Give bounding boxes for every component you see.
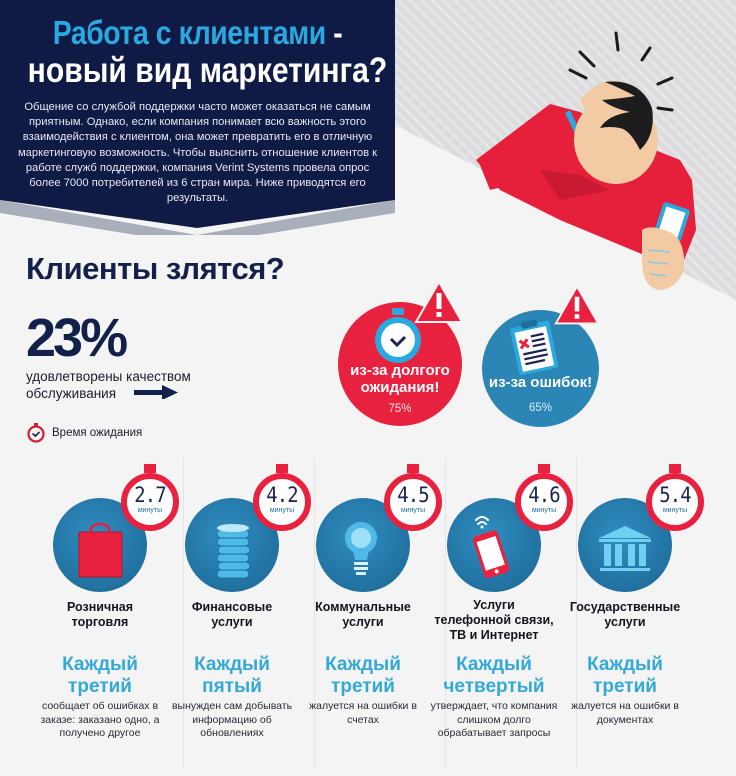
industry-name: Государственные услуги (569, 600, 681, 629)
arrow-right-icon (134, 385, 178, 399)
hero-description: Общение со службой поддержки часто может… (17, 101, 378, 205)
industry-stat-description: вынужден сам добывать информацию об обно… (171, 700, 293, 739)
industry-stat-description: сообщает об ошибках в заказе: заказано о… (40, 700, 160, 739)
industry-stat-headline: Каждый четвертый (443, 654, 545, 697)
hero-title-line1: Работа с клиентами - (52, 14, 343, 51)
warning-triangle-icon (554, 284, 600, 325)
wait-time-value: 5.4 (659, 483, 691, 507)
wait-time-unit: минуты (137, 507, 163, 514)
stopwatch-icon (27, 423, 45, 443)
wait-time-stopwatch: 4.6 минуты (514, 464, 574, 534)
stopwatch-icon (121, 464, 179, 531)
smartphone-icon (472, 516, 510, 579)
industry-name: Услуги телефонной связи, ТВ и Интернет (434, 598, 554, 642)
legend-wait-time: Время ожидания (26, 423, 142, 443)
reason-label: из-за ошибок! (488, 374, 593, 391)
wait-time-unit: минуты (662, 507, 688, 514)
coin-stack-icon (216, 524, 251, 579)
industry-name: Финансовые услуги (191, 600, 273, 629)
warning-triangle-icon (414, 280, 464, 323)
industry-stat-headline: Каждый пятый (194, 654, 270, 697)
satisfied-label: удовлетворены качеством обслуживания (26, 369, 191, 401)
reason-percentage: 75% (388, 403, 412, 415)
industry-columns: 2.7 минуты Розничная торговля Каждый тре… (40, 458, 736, 770)
reason-long-wait: из-за долгого ожидания! 75% (338, 302, 462, 426)
industry-telecom: 4.6 минуты Услуги телефонной связи, ТВ и… (431, 458, 576, 770)
wait-time-stopwatch: 5.4 минуты (645, 464, 705, 534)
wait-time-unit: минуты (269, 507, 295, 514)
light-bulb-icon (345, 522, 377, 575)
industry-stat-headline: Каждый третий (325, 654, 401, 697)
wait-time-unit: минуты (531, 507, 557, 514)
industry-stat-headline: Каждый третий (587, 654, 663, 697)
industry-name: Коммунальные услуги (315, 600, 411, 629)
shopping-bag-icon (78, 522, 123, 578)
reason-label: из-за долгого ожидания! (350, 362, 450, 396)
frustrated-man-illustration (476, 31, 696, 290)
industry-name: Розничная торговля (67, 600, 133, 629)
wait-time-stopwatch: 4.5 минуты (383, 464, 443, 534)
government-building-icon (599, 526, 651, 571)
wait-time-value: 4.5 (397, 483, 429, 507)
wait-time-stopwatch: 4.2 минуты (252, 464, 312, 534)
industry-utilities: 4.5 минуты Коммунальные услуги Каждый тр… (309, 458, 445, 770)
industry-stat-description: жалуется на ошибки в документах (571, 700, 679, 726)
industry-retail: 2.7 минуты Розничная торговля Каждый тре… (40, 458, 183, 770)
legend-label: Время ожидания (52, 427, 143, 439)
reason-percentage: 65% (528, 402, 553, 414)
stopwatch-icon (646, 464, 704, 531)
section-title: Клиенты злятся? (26, 251, 285, 286)
wifi-icon (475, 516, 489, 525)
industry-finance: 4.2 минуты Финансовые услуги Каждый пяты… (172, 458, 314, 770)
wait-time-unit: минуты (400, 507, 426, 514)
wait-time-value: 4.6 (528, 483, 560, 507)
hero-title-line2: новый вид маркетинга? (27, 51, 388, 90)
stopwatch-icon (375, 308, 421, 363)
industry-stat-description: утверждает, что компания слишком долго о… (430, 700, 558, 739)
hero-banner: Работа с клиентами - новый вид маркетинг… (0, 0, 395, 235)
clipboard-error-icon (510, 319, 559, 376)
reason-errors: из-за ошибок! 65% (482, 310, 599, 427)
stopwatch-icon (384, 464, 442, 531)
banner-shape (0, 0, 395, 235)
industry-government: 5.4 минуты Государственные услуги Каждый… (570, 458, 707, 770)
industry-stat-description: жалуется на ошибки в счетах (309, 700, 417, 726)
stopwatch-icon (253, 464, 311, 531)
industry-stat-headline: Каждый третий (62, 654, 138, 697)
wait-time-value: 4.2 (266, 483, 298, 507)
stopwatch-icon (515, 464, 573, 531)
satisfied-percentage: 23% (26, 308, 128, 368)
stress-lines-icon (568, 31, 674, 112)
wait-time-stopwatch: 2.7 минуты (120, 464, 180, 534)
wait-time-value: 2.7 (134, 483, 166, 507)
